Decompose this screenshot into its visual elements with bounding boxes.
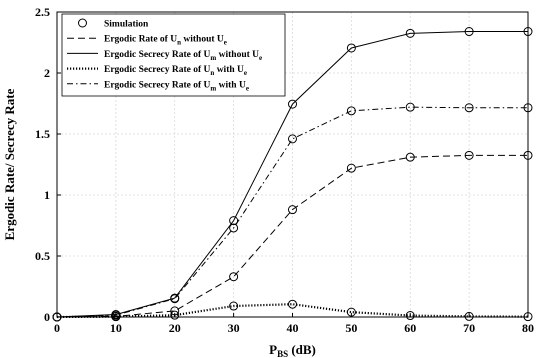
x-tick-label-5: 50 — [345, 321, 357, 335]
marker-s1-p6 — [405, 28, 415, 38]
x-tick-label-4: 40 — [287, 321, 299, 335]
marker-s3-p1 — [111, 310, 121, 320]
marker-s3-p3 — [229, 223, 239, 233]
marker-s1-p4 — [288, 99, 297, 109]
marker-s0-p6 — [405, 152, 415, 162]
axis-ticks: 0 10 20 30 40 50 60 70 80 0 0.5 1 1.5 2 2.5 — [35, 5, 534, 335]
marker-s3-p6 — [405, 102, 415, 112]
series-line-solid — [56, 31, 528, 318]
marker-s0-p3 — [229, 272, 239, 282]
x-tick-label-3: 30 — [228, 321, 240, 335]
y-axis-title: Ergodic Rate/ Secrecy Rate — [2, 88, 17, 240]
y-tick-label-4: 2 — [44, 66, 50, 80]
x-tick-label-6: 60 — [404, 321, 416, 335]
legend-label-4: Ergodic Secrecy Rate of Um with Ue — [104, 80, 249, 92]
legend-label-2: Ergodic Secrecy Rate of Um without Ue — [104, 50, 262, 62]
marker-s0-p4 — [288, 205, 297, 215]
grid — [57, 12, 528, 317]
x-tick-label-7: 70 — [463, 321, 475, 335]
marker-s2-p7 — [464, 311, 474, 321]
x-tick-label-1: 10 — [110, 321, 122, 335]
series-lines — [56, 31, 529, 319]
marker-s0-p5 — [346, 163, 356, 173]
marker-s3-p2 — [170, 294, 180, 304]
marker-s1-p7 — [464, 27, 474, 37]
y-tick-label-3: 1.5 — [35, 127, 50, 141]
marker-s0-p7 — [464, 150, 474, 160]
y-tick-label-1: 0.5 — [35, 249, 50, 263]
x-tick-label-2: 20 — [169, 321, 181, 335]
y-tick-label-2: 1 — [44, 188, 50, 202]
legend-swatch-0 — [78, 18, 87, 28]
legend-label-3: Ergodic Secrecy Rate of Un with Ue — [104, 65, 247, 77]
marker-s3-p5 — [346, 106, 356, 116]
y-tick-label-0: 0 — [44, 310, 50, 324]
marker-s2-p4 — [288, 299, 297, 309]
x-tick-label-8: 80 — [522, 321, 534, 335]
legend: Simulation Ergodic Rate of Un without Ue E… — [61, 13, 286, 97]
x-tick-label-0: 0 — [54, 321, 60, 335]
marker-s3-p7 — [464, 103, 474, 113]
x-axis-title: PBS (dB) — [269, 342, 316, 358]
legend-label-0: Simulation — [104, 20, 149, 30]
marker-s1-p5 — [346, 43, 356, 53]
simulation-markers — [52, 27, 533, 322]
legend-box — [61, 13, 286, 97]
marker-s2-p2 — [170, 310, 180, 320]
series-line-dashed — [56, 154, 528, 318]
marker-s2-p6 — [405, 311, 415, 321]
marker-s1-p3 — [229, 216, 239, 226]
series-line-dashdot — [56, 106, 528, 318]
marker-s3-p4 — [288, 134, 297, 144]
marker-s2-p3 — [229, 301, 239, 311]
series-line-dotted — [56, 303, 529, 319]
legend-label-1: Ergodic Rate of Un without Ue — [104, 35, 227, 47]
y-tick-label-5: 2.5 — [35, 5, 50, 19]
